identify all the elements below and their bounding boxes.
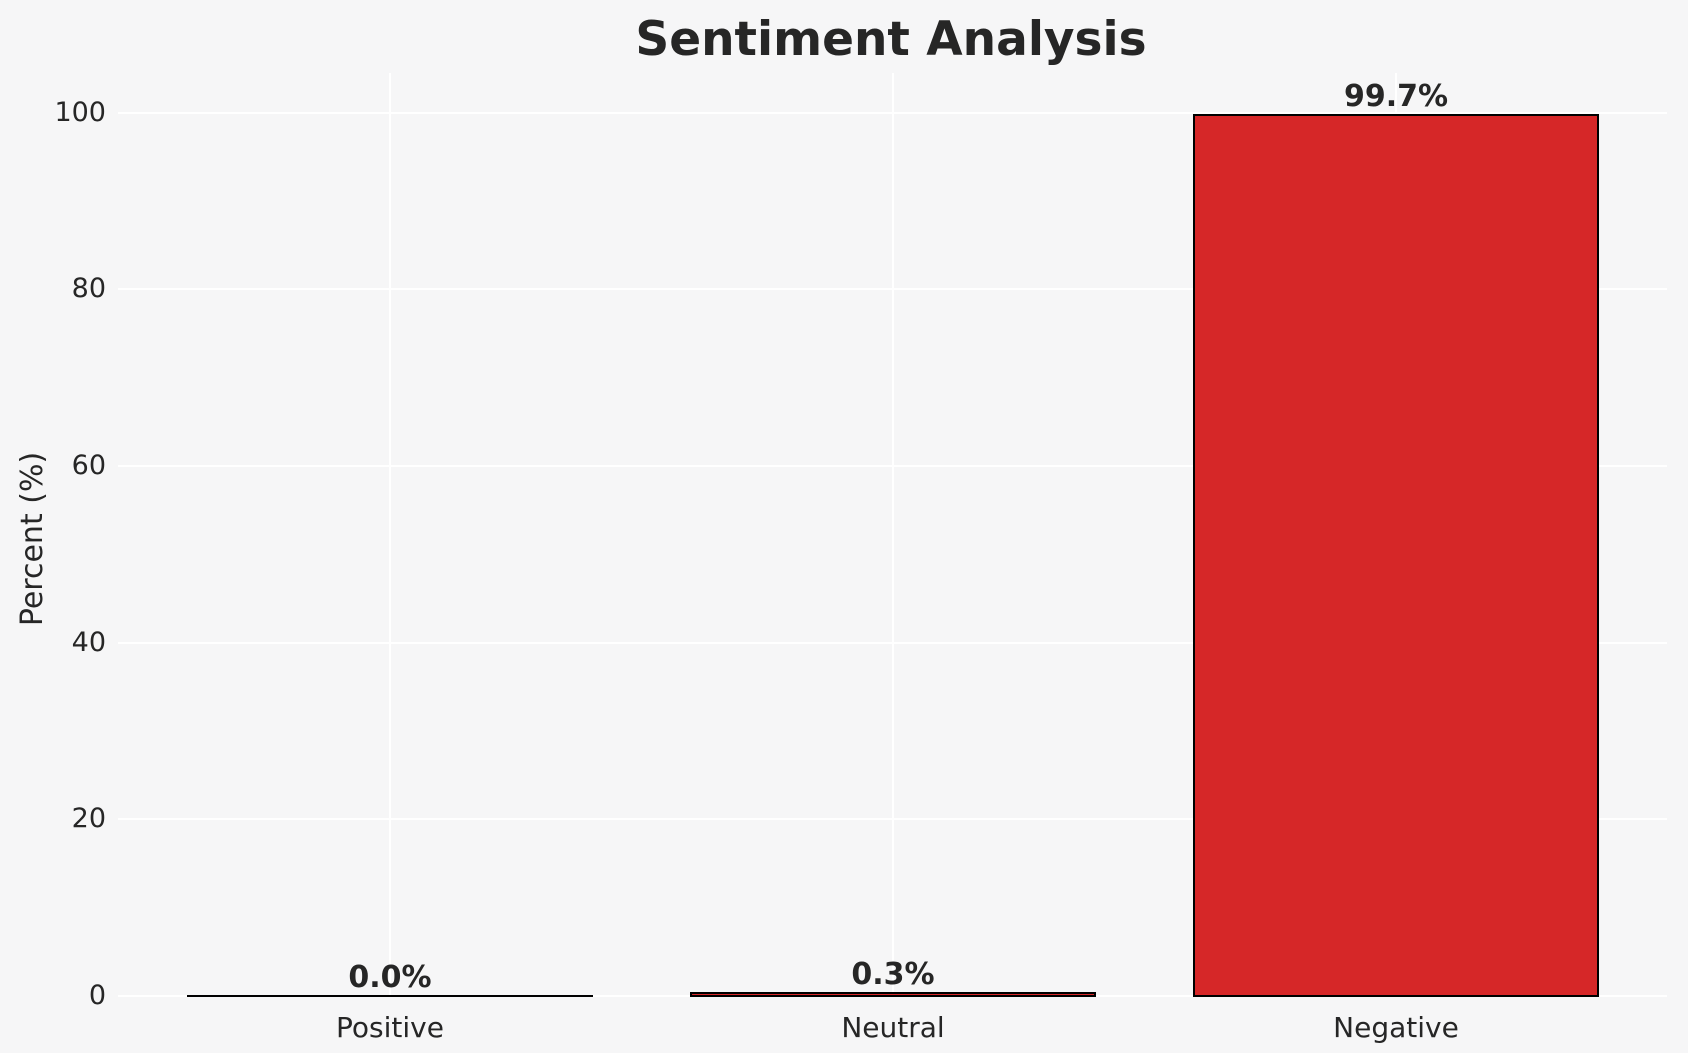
bar-value-label: 0.0% (348, 960, 432, 995)
bar-value-label: 0.3% (851, 957, 935, 993)
y-tick-label: 0 (88, 980, 106, 1011)
gridline-vertical (389, 73, 391, 996)
y-tick-label: 40 (71, 626, 106, 658)
y-tick-label: 100 (54, 96, 106, 128)
bar-neutral (690, 992, 1096, 997)
y-tick-label: 80 (71, 273, 106, 305)
y-axis-label: Percent (%) (15, 451, 50, 627)
x-tick-label: Negative (1333, 1011, 1459, 1044)
chart-title: Sentiment Analysis (635, 12, 1147, 67)
bar-negative (1193, 114, 1599, 997)
bar-value-label: 99.7% (1343, 79, 1449, 115)
x-tick-label: Neutral (841, 1011, 945, 1044)
y-tick-label: 20 (71, 803, 106, 835)
gridline-vertical (892, 73, 894, 996)
bar-positive (187, 995, 593, 997)
x-tick-label: Positive (336, 1011, 444, 1044)
y-tick-label: 60 (71, 449, 106, 481)
